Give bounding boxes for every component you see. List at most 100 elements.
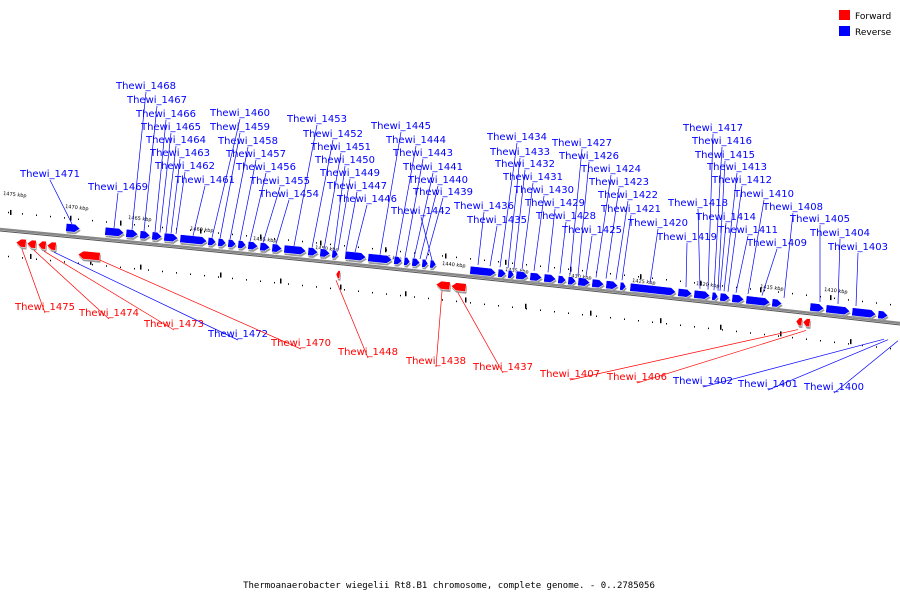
reverse-gene-47-body <box>851 307 877 318</box>
label-thewi-1459-leader <box>219 132 241 239</box>
upper-tick <box>722 285 723 287</box>
label-thewi-1444: Thewi_1444 <box>385 135 446 146</box>
reverse-gene-17 <box>331 249 339 261</box>
label-thewi-1460: Thewi_1460 <box>209 108 270 119</box>
lower-tick <box>50 259 51 262</box>
upper-tick <box>470 258 471 260</box>
upper-tick <box>246 235 247 237</box>
label-thewi-1474-leader <box>33 250 110 320</box>
upper-tick <box>358 246 359 248</box>
label-thewi-1437-leader <box>457 292 504 374</box>
lower-tick <box>414 296 415 298</box>
reverse-gene-16 <box>319 248 331 260</box>
legend-reverse-swatch <box>839 26 850 36</box>
forward-gene-5 <box>335 270 342 281</box>
reverse-gene-43-body <box>745 295 771 307</box>
lower-tick <box>78 262 79 265</box>
label-thewi-1418-leader <box>697 208 701 289</box>
upper-tick <box>148 225 149 227</box>
label-thewi-1429: Thewi_1429 <box>524 198 585 209</box>
upper-tick <box>36 214 37 216</box>
major-tick <box>200 228 202 234</box>
major-tick <box>700 280 702 286</box>
label-thewi-1424-leader <box>595 174 612 278</box>
label-thewi-1424: Thewi_1424 <box>580 164 641 175</box>
label-thewi-1461-leader <box>192 185 206 236</box>
lower-tick <box>750 332 751 334</box>
reverse-gene-11 <box>247 241 259 252</box>
upper-tick <box>204 230 205 233</box>
reverse-gene-8-body <box>217 238 227 247</box>
lower-tick <box>610 316 611 319</box>
upper-tick <box>22 213 23 215</box>
label-thewi-1462: Thewi_1462 <box>154 161 215 172</box>
lower-tick <box>596 315 597 317</box>
reverse-gene-37 <box>629 282 677 298</box>
lower-tick <box>582 313 583 316</box>
reverse-gene-3 <box>139 230 151 242</box>
reverse-gene-21 <box>403 256 411 268</box>
label-thewi-1444-leader <box>395 145 417 257</box>
upper-tick <box>540 265 541 267</box>
lower-tick <box>470 302 471 304</box>
scale-label: 1410 kbp <box>824 287 848 296</box>
label-thewi-1433: Thewi_1433 <box>489 147 550 158</box>
scale-label: 1430 kbp <box>568 273 592 281</box>
major-tick-lower <box>340 284 342 290</box>
scale-label: 1450 kbp <box>315 245 339 253</box>
label-thewi-1452: Thewi_1452 <box>302 129 363 140</box>
label-thewi-1434-leader <box>499 142 518 268</box>
reverse-gene-20 <box>393 255 403 267</box>
label-thewi-1406-leader <box>636 330 807 384</box>
forward-gene-3-body <box>46 241 57 251</box>
upper-tick <box>862 300 863 303</box>
lower-tick <box>722 329 723 331</box>
upper-tick <box>344 245 345 247</box>
label-thewi-1432-leader <box>513 169 526 269</box>
label-thewi-1473: Thewi_1473 <box>143 319 204 330</box>
lower-tick <box>484 303 485 306</box>
label-thewi-1438-leader <box>435 291 443 368</box>
label-thewi-1446: Thewi_1446 <box>336 194 397 205</box>
reverse-gene-35 <box>605 280 619 292</box>
scale-label: 1455 kbp <box>253 236 277 244</box>
reverse-gene-0-body <box>65 223 81 233</box>
label-thewi-1411: Thewi_1411 <box>717 225 778 236</box>
scale-label: 1470 kbp <box>65 204 89 212</box>
upper-tick <box>806 294 807 296</box>
upper-tick <box>750 288 751 290</box>
reverse-gene-17-body <box>331 249 339 259</box>
label-thewi-1431: Thewi_1431 <box>502 172 563 183</box>
upper-tick <box>232 233 233 236</box>
label-thewi-1466-leader <box>154 119 167 233</box>
lower-tick <box>456 300 457 303</box>
major-tick <box>10 209 12 215</box>
label-thewi-1471: Thewi_1471 <box>19 169 80 180</box>
lower-tick <box>176 272 177 274</box>
major-tick <box>385 247 387 253</box>
label-thewi-1470-leader <box>89 255 302 350</box>
upper-tick <box>582 269 583 272</box>
reverse-gene-13 <box>271 243 283 255</box>
lower-tick <box>232 277 233 280</box>
upper-tick <box>834 297 835 300</box>
label-thewi-1409-leader <box>761 248 778 296</box>
upper-tick <box>554 266 555 269</box>
forward-gene-9-body <box>802 318 811 328</box>
reverse-gene-5 <box>163 232 179 244</box>
reverse-gene-38 <box>677 288 693 300</box>
upper-tick <box>610 272 611 275</box>
major-tick <box>445 253 447 259</box>
reverse-gene-41-body <box>719 292 731 302</box>
reverse-gene-44 <box>771 298 783 310</box>
upper-tick <box>274 237 275 240</box>
label-thewi-1468: Thewi_1468 <box>115 81 176 92</box>
reverse-gene-34-body <box>591 278 605 289</box>
upper-tick <box>106 221 107 223</box>
reverse-gene-9 <box>227 239 237 250</box>
reverse-gene-1 <box>104 226 125 239</box>
reverse-gene-32 <box>567 276 577 287</box>
forward-gene-3 <box>46 241 58 253</box>
label-thewi-1448-leader <box>335 280 369 359</box>
lower-tick <box>148 269 149 271</box>
